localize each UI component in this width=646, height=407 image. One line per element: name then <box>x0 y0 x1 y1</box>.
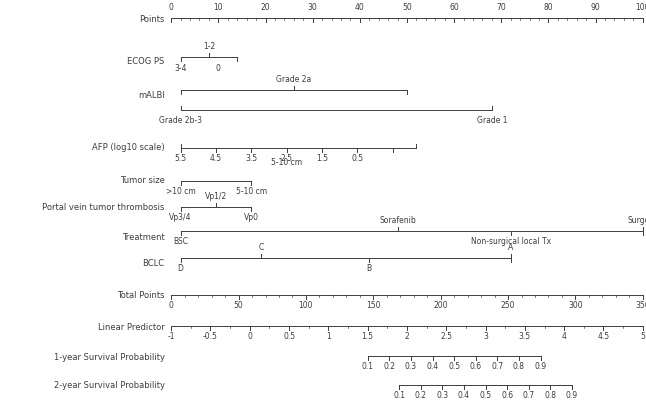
Text: Sorafenib: Sorafenib <box>379 216 416 225</box>
Text: 0.1: 0.1 <box>393 391 405 400</box>
Text: 5.5: 5.5 <box>174 154 187 163</box>
Text: Vp3/4: Vp3/4 <box>169 213 192 222</box>
Text: 0.9: 0.9 <box>534 362 547 371</box>
Text: 0.8: 0.8 <box>545 391 556 400</box>
Text: ECOG PS: ECOG PS <box>127 57 165 66</box>
Text: -0.5: -0.5 <box>203 332 218 341</box>
Text: 0.5: 0.5 <box>351 154 364 163</box>
Text: AFP (log10 scale): AFP (log10 scale) <box>92 144 165 153</box>
Text: 100: 100 <box>298 301 313 310</box>
Text: 5-10 cm: 5-10 cm <box>271 158 302 167</box>
Text: Vp0: Vp0 <box>244 213 259 222</box>
Text: 1-year Survival Probability: 1-year Survival Probability <box>54 354 165 363</box>
Text: 0.7: 0.7 <box>523 391 535 400</box>
Text: BSC: BSC <box>173 237 188 246</box>
Text: 0.1: 0.1 <box>362 362 373 371</box>
Text: 70: 70 <box>496 3 506 12</box>
Text: 2: 2 <box>404 332 410 341</box>
Text: C: C <box>258 243 264 252</box>
Text: 0.7: 0.7 <box>492 362 503 371</box>
Text: 0.8: 0.8 <box>513 362 525 371</box>
Text: 50: 50 <box>234 301 244 310</box>
Text: 40: 40 <box>355 3 365 12</box>
Text: 0: 0 <box>216 63 221 72</box>
Text: 60: 60 <box>449 3 459 12</box>
Text: 2-year Survival Probability: 2-year Survival Probability <box>54 381 165 390</box>
Text: 0.5: 0.5 <box>479 391 492 400</box>
Text: Grade 2a: Grade 2a <box>276 75 311 84</box>
Text: 0.3: 0.3 <box>405 362 417 371</box>
Text: Portal vein tumor thrombosis: Portal vein tumor thrombosis <box>43 203 165 212</box>
Text: 0.6: 0.6 <box>470 362 482 371</box>
Text: 30: 30 <box>307 3 318 12</box>
Text: 90: 90 <box>590 3 601 12</box>
Text: 5-10 cm: 5-10 cm <box>236 187 267 196</box>
Text: Vp1/2: Vp1/2 <box>205 192 227 201</box>
Text: Grade 1: Grade 1 <box>477 116 507 125</box>
Text: D: D <box>178 264 183 273</box>
Text: 0.3: 0.3 <box>436 391 448 400</box>
Text: 250: 250 <box>501 301 516 310</box>
Text: 0.5: 0.5 <box>283 332 295 341</box>
Text: 4: 4 <box>562 332 567 341</box>
Text: BCLC: BCLC <box>143 258 165 267</box>
Text: 150: 150 <box>366 301 380 310</box>
Text: 2.5: 2.5 <box>281 154 293 163</box>
Text: >10 cm: >10 cm <box>166 187 196 196</box>
Text: 0.6: 0.6 <box>501 391 514 400</box>
Text: Grade 2b-3: Grade 2b-3 <box>159 116 202 125</box>
Text: A: A <box>508 243 514 252</box>
Text: 2.5: 2.5 <box>441 332 452 341</box>
Text: Linear Predictor: Linear Predictor <box>98 322 165 331</box>
Text: 5: 5 <box>640 332 645 341</box>
Text: 3: 3 <box>483 332 488 341</box>
Text: 20: 20 <box>261 3 270 12</box>
Text: 10: 10 <box>214 3 223 12</box>
Text: 0.2: 0.2 <box>415 391 427 400</box>
Text: 350: 350 <box>636 301 646 310</box>
Text: 3.5: 3.5 <box>519 332 531 341</box>
Text: 0: 0 <box>169 301 174 310</box>
Text: 0.9: 0.9 <box>566 391 578 400</box>
Text: mALBI: mALBI <box>138 90 165 99</box>
Text: 4.5: 4.5 <box>598 332 610 341</box>
Text: 3-4: 3-4 <box>174 63 187 72</box>
Text: Treatment: Treatment <box>122 234 165 243</box>
Text: 0.4: 0.4 <box>458 391 470 400</box>
Text: 100: 100 <box>636 3 646 12</box>
Text: 300: 300 <box>568 301 583 310</box>
Text: 0: 0 <box>247 332 252 341</box>
Text: B: B <box>367 264 372 273</box>
Text: Tumor size: Tumor size <box>120 177 165 186</box>
Text: 0.5: 0.5 <box>448 362 460 371</box>
Text: Surgery: Surgery <box>628 216 646 225</box>
Text: 1.5: 1.5 <box>316 154 328 163</box>
Text: 80: 80 <box>544 3 553 12</box>
Text: 200: 200 <box>433 301 448 310</box>
Text: 0: 0 <box>169 3 174 12</box>
Text: Total Points: Total Points <box>117 291 165 300</box>
Text: 3.5: 3.5 <box>245 154 257 163</box>
Text: 0.2: 0.2 <box>383 362 395 371</box>
Text: Points: Points <box>140 15 165 24</box>
Text: 0.4: 0.4 <box>426 362 439 371</box>
Text: 1-2: 1-2 <box>203 42 215 51</box>
Text: 4.5: 4.5 <box>210 154 222 163</box>
Text: 1.5: 1.5 <box>362 332 373 341</box>
Text: 50: 50 <box>402 3 412 12</box>
Text: 1: 1 <box>326 332 331 341</box>
Text: -1: -1 <box>167 332 175 341</box>
Text: Non-surgical local Tx: Non-surgical local Tx <box>471 237 551 246</box>
